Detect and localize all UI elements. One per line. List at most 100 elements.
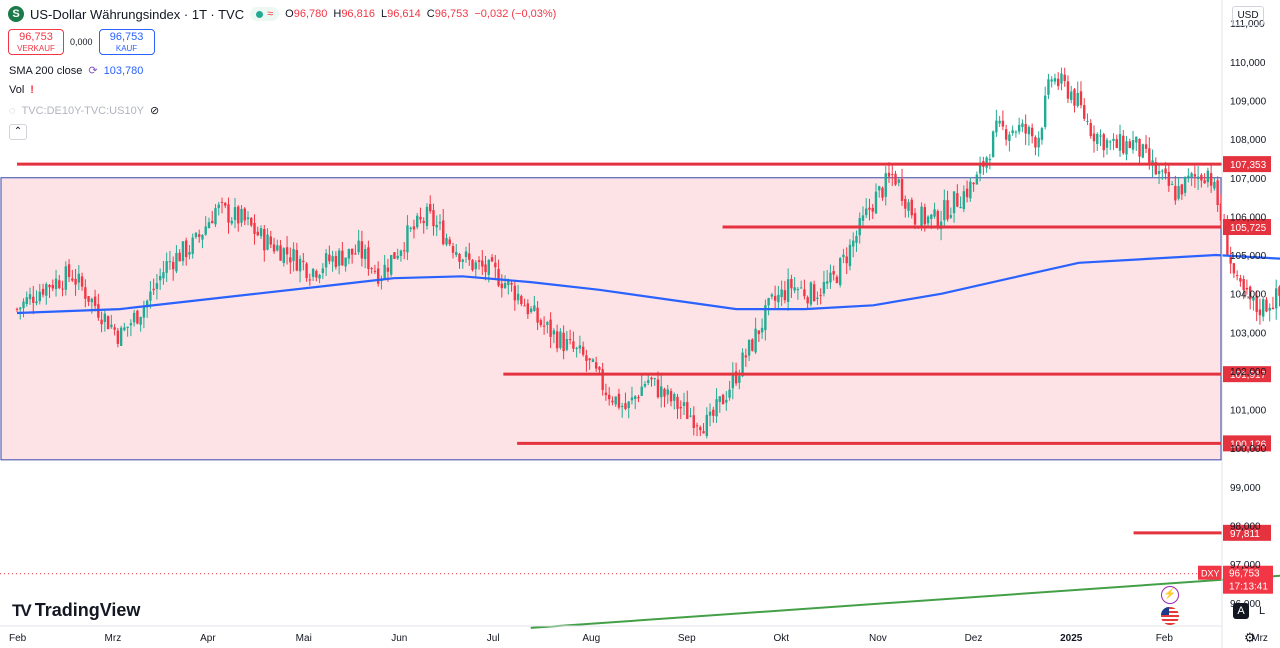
candle-body xyxy=(842,254,845,258)
candle-body xyxy=(1001,120,1005,127)
candle-body xyxy=(458,253,461,262)
candle-body xyxy=(217,204,220,209)
candle-body xyxy=(32,296,35,303)
candle-body xyxy=(155,283,159,289)
candle-body xyxy=(279,245,282,261)
candle-body xyxy=(373,270,377,272)
lightning-icon[interactable]: ⚡ xyxy=(1161,586,1179,604)
candle-body xyxy=(1096,134,1099,144)
price-tick-label: 106,000 xyxy=(1230,212,1267,223)
hidden-eye-icon[interactable]: ⊘ xyxy=(150,105,160,117)
buy-button[interactable]: 96,753 KAUF xyxy=(98,29,155,55)
candle-body xyxy=(607,394,611,400)
sell-button[interactable]: 96,753 VERKAUF xyxy=(8,29,64,55)
candle-body xyxy=(721,394,725,405)
candle-body xyxy=(178,252,181,262)
us-flag-icon[interactable] xyxy=(1161,607,1179,625)
indicator-vol[interactable]: Vol ! xyxy=(9,84,34,96)
candle-body xyxy=(201,234,204,240)
candle-body xyxy=(627,401,630,408)
candle-body xyxy=(510,282,513,285)
candle-body xyxy=(253,222,256,234)
time-tick-label: Okt xyxy=(773,633,789,644)
candle-body xyxy=(282,248,286,264)
candle-body xyxy=(832,271,835,275)
candle-body xyxy=(298,258,302,272)
candle-body xyxy=(1261,299,1265,317)
candle-body xyxy=(1083,105,1086,119)
time-tick-label: Mrz xyxy=(105,633,122,644)
candle-body xyxy=(555,331,559,349)
candle-body xyxy=(1229,255,1232,264)
symbol-title[interactable]: US-Dollar Währungsindex · 1T · TVC xyxy=(30,6,245,22)
candle-body xyxy=(933,209,936,217)
currency-selector[interactable]: USD xyxy=(1232,6,1264,26)
candle-body xyxy=(760,327,764,333)
candle-body xyxy=(985,157,988,168)
candle-body xyxy=(679,407,682,409)
candle-body xyxy=(773,295,777,301)
candle-body xyxy=(1131,140,1135,150)
candle-body xyxy=(318,274,321,279)
loading-icon: ⟳ xyxy=(88,65,98,77)
price-tick-label: 100,000 xyxy=(1230,444,1267,455)
candle-body xyxy=(507,280,510,286)
candle-body xyxy=(113,327,116,330)
tv-mark-icon: TV xyxy=(12,600,32,620)
candle-body xyxy=(988,158,992,161)
candle-body xyxy=(1209,173,1213,186)
candle-body xyxy=(1099,135,1102,137)
candle-body xyxy=(1141,144,1144,158)
candle-body xyxy=(1252,296,1255,301)
candle-body xyxy=(1164,168,1167,174)
time-tick-label: Mai xyxy=(296,633,312,644)
candle-body xyxy=(780,289,783,298)
candle-body xyxy=(660,386,663,398)
candle-body xyxy=(559,331,562,348)
candle-body xyxy=(549,319,552,337)
candle-body xyxy=(878,186,881,191)
indicator-spread[interactable]: ◌ TVC:DE10Y-TVC:US10Y ⊘ xyxy=(9,104,160,118)
time-tick-label: 2025 xyxy=(1060,633,1083,644)
tradingview-logo: TV TradingView xyxy=(12,600,140,621)
candle-body xyxy=(500,283,504,289)
candle-body xyxy=(149,291,152,301)
market-status-pill[interactable]: ≈ xyxy=(250,7,280,21)
candle-body xyxy=(1043,95,1047,127)
candle-body xyxy=(1079,91,1083,106)
gear-icon[interactable]: ⚙ xyxy=(1244,630,1256,645)
candle-body xyxy=(965,188,969,198)
candle-body xyxy=(302,260,305,263)
candle-body xyxy=(806,297,809,304)
indicator-sma[interactable]: SMA 200 close ⟳ 103,780 xyxy=(9,64,143,78)
candle-body xyxy=(425,206,429,226)
candle-body xyxy=(1265,299,1268,312)
candle-body xyxy=(796,288,800,291)
candle-body xyxy=(536,307,539,323)
candle-body xyxy=(952,191,956,214)
candle-body xyxy=(152,288,155,291)
candle-body xyxy=(442,220,445,245)
candle-body xyxy=(360,241,364,259)
candle-body xyxy=(259,228,263,237)
candle-body xyxy=(103,313,107,323)
auto-scale-button[interactable]: A xyxy=(1233,603,1249,619)
candle-body xyxy=(542,325,546,327)
time-tick-label: Dez xyxy=(965,633,983,644)
candle-body xyxy=(328,254,331,262)
candle-body xyxy=(562,332,565,352)
log-scale-button[interactable]: L xyxy=(1258,605,1266,617)
candle-body xyxy=(28,294,32,300)
candle-body xyxy=(1073,89,1076,106)
collapse-legend-button[interactable]: ⌃ xyxy=(9,124,27,140)
trendline-layer xyxy=(530,574,1280,629)
candle-body xyxy=(1050,79,1053,82)
candle-body xyxy=(969,181,972,199)
candle-body xyxy=(786,279,790,302)
candle-body xyxy=(585,355,588,361)
candle-body xyxy=(1170,184,1174,186)
candle-body xyxy=(1086,120,1089,122)
candle-body xyxy=(803,289,806,297)
candle-body xyxy=(1122,135,1125,154)
